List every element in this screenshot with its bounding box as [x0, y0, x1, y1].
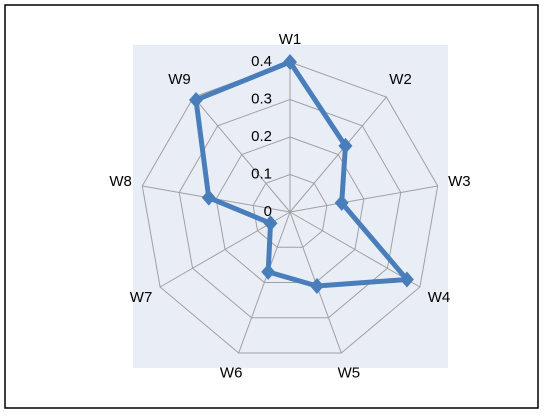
r-tick-label: 0: [264, 203, 272, 220]
marker: [201, 189, 216, 206]
category-label: W7: [130, 289, 153, 306]
grid-ring: [252, 173, 328, 248]
r-tick-label: 0.4: [251, 53, 272, 70]
category-label: W8: [109, 173, 132, 190]
category-label: W2: [389, 71, 412, 88]
marker: [309, 278, 324, 295]
marker: [338, 137, 353, 154]
category-label: W4: [428, 289, 451, 306]
marker: [188, 91, 203, 108]
marker: [261, 263, 276, 280]
grid-ring: [141, 61, 439, 354]
spoke: [193, 96, 291, 213]
category-label: W6: [220, 365, 243, 382]
spoke: [289, 185, 438, 213]
marker: [283, 54, 297, 70]
grid-ring: [178, 98, 402, 319]
r-tick-label: 0.3: [251, 90, 272, 107]
r-tick-label: 0.2: [251, 128, 272, 145]
spoke: [238, 211, 291, 354]
category-label: W5: [338, 365, 361, 382]
grid-ring: [215, 136, 365, 283]
category-label: W1: [279, 31, 302, 48]
series-line: [193, 59, 410, 289]
spoke: [289, 211, 421, 288]
marker: [263, 215, 278, 232]
category-label: W3: [448, 173, 471, 190]
spoke: [289, 96, 387, 213]
marker: [399, 271, 414, 288]
category-label: W9: [168, 71, 191, 88]
marker: [334, 194, 349, 211]
r-tick-label: 0.1: [251, 165, 272, 182]
